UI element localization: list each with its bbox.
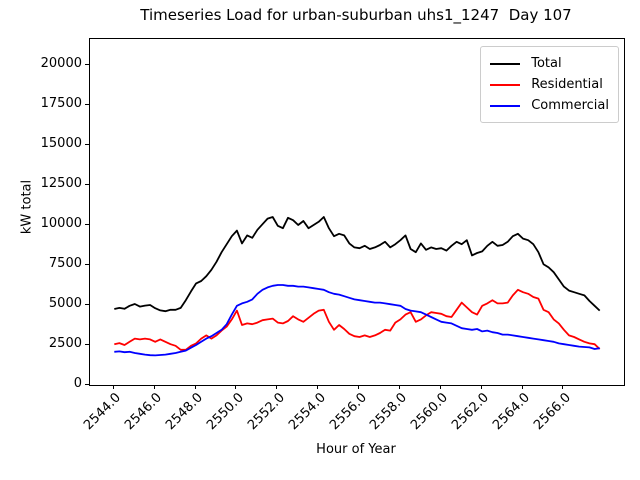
x-tick-mark bbox=[317, 385, 319, 389]
y-tick-label: 12500 bbox=[40, 176, 82, 191]
legend-item-total: Total bbox=[490, 53, 609, 74]
y-tick-mark bbox=[85, 223, 89, 225]
legend: Total Residential Commercial bbox=[480, 46, 619, 123]
line-residential bbox=[114, 288, 601, 351]
legend-label-commercial: Commercial bbox=[531, 98, 609, 113]
legend-line-swatch-residential bbox=[490, 83, 521, 86]
x-tick-label: 2550.0 bbox=[204, 390, 247, 434]
line-commercial bbox=[114, 284, 600, 357]
y-tick-mark bbox=[85, 143, 89, 145]
x-tick-label: 2560.0 bbox=[408, 390, 452, 434]
chart-title: Timeseries Load for urban-suburban uhs1_… bbox=[140, 6, 572, 24]
line-total bbox=[114, 216, 601, 313]
x-tick-mark bbox=[398, 385, 400, 389]
x-tick-label: 2564.0 bbox=[490, 390, 533, 434]
y-tick-mark bbox=[85, 383, 89, 385]
x-axis-label: Hour of Year bbox=[316, 442, 396, 457]
x-tick-mark bbox=[439, 385, 441, 389]
legend-item-residential: Residential bbox=[490, 74, 609, 95]
x-tick-mark bbox=[480, 385, 482, 389]
y-tick-label: 20000 bbox=[40, 56, 82, 71]
y-tick-mark bbox=[85, 303, 89, 305]
x-tick-label: 2552.0 bbox=[244, 390, 288, 434]
y-tick-label: 17500 bbox=[40, 96, 82, 111]
x-tick-mark bbox=[194, 385, 196, 389]
legend-item-commercial: Commercial bbox=[490, 95, 609, 116]
y-tick-mark bbox=[85, 103, 89, 105]
x-tick-mark bbox=[358, 385, 360, 389]
plot-lines-svg bbox=[114, 216, 601, 357]
y-tick-label: 0 bbox=[73, 376, 82, 391]
y-tick-mark bbox=[85, 63, 89, 65]
x-tick-label: 2562.0 bbox=[449, 390, 493, 434]
y-tick-mark bbox=[85, 343, 89, 345]
x-tick-label: 2554.0 bbox=[285, 390, 329, 434]
y-tick-label: 15000 bbox=[40, 136, 82, 151]
x-tick-label: 2544.0 bbox=[81, 390, 125, 434]
y-tick-label: 7500 bbox=[48, 256, 82, 271]
x-tick-label: 2566.0 bbox=[531, 390, 574, 434]
x-tick-mark bbox=[235, 385, 237, 389]
x-tick-mark bbox=[562, 385, 564, 389]
x-tick-mark bbox=[521, 385, 523, 389]
y-tick-label: 5000 bbox=[48, 296, 82, 311]
legend-label-total: Total bbox=[531, 56, 562, 71]
y-tick-label: 2500 bbox=[48, 336, 82, 351]
x-tick-label: 2548.0 bbox=[163, 390, 206, 434]
y-tick-mark bbox=[85, 183, 89, 185]
y-tick-mark bbox=[85, 263, 89, 265]
legend-line-swatch-commercial bbox=[490, 104, 521, 107]
x-tick-mark bbox=[112, 385, 114, 389]
x-tick-mark bbox=[276, 385, 278, 389]
y-tick-label: 10000 bbox=[40, 216, 82, 231]
legend-label-residential: Residential bbox=[531, 77, 603, 92]
plot-area: Total Residential Commercial bbox=[89, 38, 625, 386]
x-tick-label: 2546.0 bbox=[122, 390, 166, 434]
x-tick-mark bbox=[153, 385, 155, 389]
legend-line-swatch-total bbox=[490, 62, 521, 65]
